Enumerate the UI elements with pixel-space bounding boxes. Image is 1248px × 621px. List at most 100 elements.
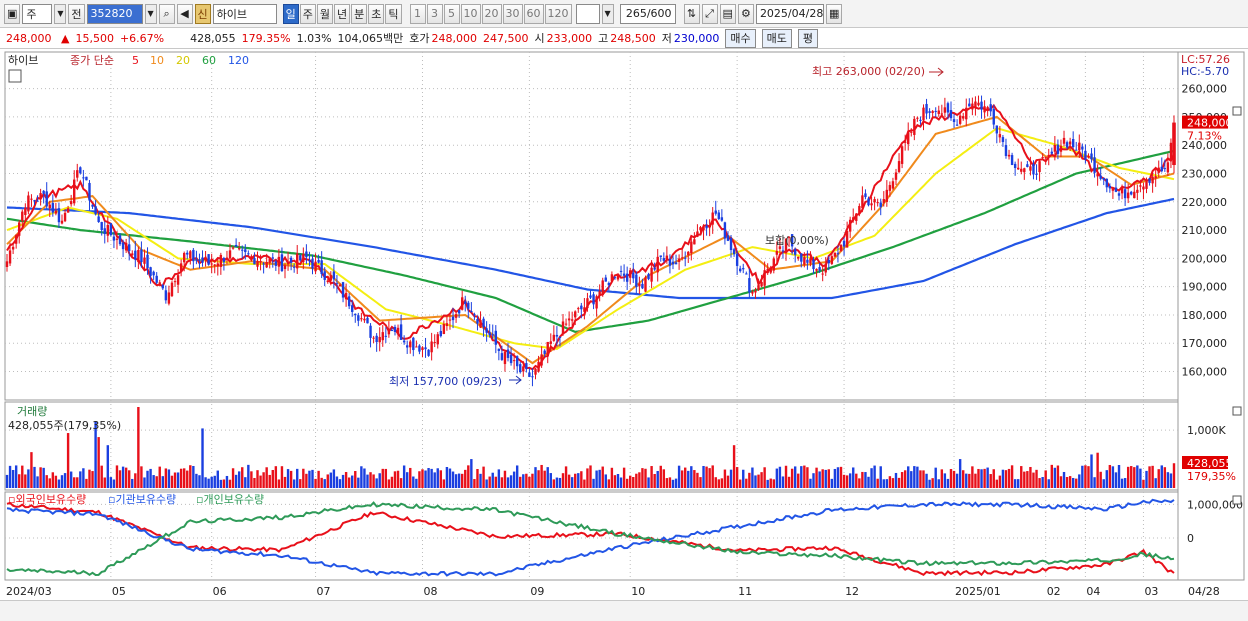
calendar-icon[interactable]: ▦: [825, 3, 843, 24]
code-dropdown-icon[interactable]: ▼: [144, 3, 157, 24]
candle-body: [454, 314, 458, 318]
volume-bar: [745, 478, 748, 488]
candle-body: [213, 264, 216, 266]
period-tab-5[interactable]: 초: [368, 3, 385, 24]
chart-tools-icon[interactable]: ⇅: [683, 3, 700, 24]
candle-body: [855, 213, 858, 221]
volume-bar: [1166, 472, 1170, 488]
candle-body: [118, 235, 122, 245]
volume-bar: [577, 473, 580, 488]
volume-bar: [51, 472, 55, 488]
candle-body: [182, 252, 186, 263]
candle-body: [702, 226, 705, 231]
prev-button[interactable]: 전: [68, 3, 85, 24]
buy-button[interactable]: 매수: [725, 28, 756, 48]
volume-bar: [259, 475, 262, 488]
count-field[interactable]: 265/600: [619, 3, 676, 24]
draw-icon[interactable]: ⤢: [701, 3, 718, 24]
candle-body: [360, 318, 363, 320]
candle-body: [1133, 191, 1136, 199]
candle-body: [357, 315, 360, 321]
interval-button-5[interactable]: 5: [443, 3, 460, 24]
volume-bar: [360, 466, 363, 488]
stock-code-input[interactable]: 352820: [86, 3, 143, 24]
scroll-bar[interactable]: [0, 600, 1248, 621]
ma-line-10: [6, 115, 1175, 365]
volume-bar: [943, 473, 947, 488]
volume-bar: [1053, 467, 1057, 488]
interval-dropdown-icon[interactable]: ▼: [601, 3, 614, 24]
volume-bar: [73, 477, 76, 488]
candle-body: [1169, 142, 1173, 161]
ma-line-60: [6, 149, 1175, 334]
candle-body: [1044, 157, 1047, 159]
interval-button-30[interactable]: 30: [502, 3, 523, 24]
volume-bar: [213, 475, 216, 488]
candle-body: [109, 223, 113, 236]
candle-body: [971, 103, 974, 110]
period-select[interactable]: 주: [22, 3, 53, 24]
volume-bar: [833, 468, 837, 488]
candle-body: [415, 346, 418, 348]
volume-bar: [864, 472, 867, 488]
candle-body: [760, 281, 763, 287]
low-price: 230,000: [673, 31, 720, 45]
candle-body: [445, 323, 449, 327]
interval-custom[interactable]: [575, 3, 600, 24]
gear-icon[interactable]: ⚙: [737, 3, 754, 24]
eval-button[interactable]: 평: [797, 28, 819, 48]
period-tab-6[interactable]: 틱: [385, 3, 402, 24]
volume-bar: [824, 469, 827, 488]
volume-bar: [286, 469, 290, 488]
volume-bar: [344, 472, 348, 488]
volume-bar: [332, 469, 336, 488]
layout-icon[interactable]: ▣: [4, 3, 21, 24]
sell-button[interactable]: 매도: [761, 28, 792, 48]
period-tab-3[interactable]: 년: [334, 3, 351, 24]
bid2: 247,500: [483, 31, 529, 45]
chevron-down-icon[interactable]: ▼: [54, 3, 67, 24]
date-input[interactable]: 2025/04/28: [755, 3, 824, 24]
search-icon[interactable]: ⌕: [158, 3, 175, 24]
candle-body: [833, 252, 837, 257]
interval-button-10[interactable]: 10: [460, 3, 481, 24]
volume-value-label: 428,055주(179,35%): [8, 419, 121, 432]
candle-body: [1090, 153, 1093, 160]
save-icon[interactable]: ▤: [719, 3, 736, 24]
volume-bar: [1041, 477, 1044, 488]
volume-bar: [390, 476, 394, 488]
candle-body: [525, 363, 528, 369]
volume-bar: [925, 473, 928, 488]
candle-body: [958, 115, 962, 124]
volume-bar: [134, 473, 137, 488]
candle-body: [396, 327, 400, 335]
volume-bar: [436, 468, 439, 488]
candle-body: [42, 190, 45, 194]
interval-button-1[interactable]: 1: [409, 3, 426, 24]
period-tab-2[interactable]: 월: [316, 3, 334, 24]
volume-bar: [781, 476, 785, 488]
candle-body: [803, 257, 806, 265]
stock-chart[interactable]: 160,000 170,000 180,000 190,000 200,000 210,0…: [0, 50, 1248, 600]
interval-button-120[interactable]: 120: [544, 3, 572, 24]
candle-body: [63, 212, 67, 222]
candle-body: [11, 246, 15, 250]
volume-bar: [797, 473, 800, 488]
volume-bar: [995, 479, 999, 488]
volume-bar: [699, 477, 702, 488]
period-tab-4[interactable]: 분: [351, 3, 368, 24]
chart-title: 하이브: [8, 53, 38, 67]
candle-body: [338, 284, 342, 287]
candle-body: [696, 231, 699, 237]
volume-bar: [54, 475, 58, 488]
period-tab-1[interactable]: 주: [299, 3, 316, 24]
interval-button-60[interactable]: 60: [523, 3, 544, 24]
interval-button-20[interactable]: 20: [481, 3, 502, 24]
speaker-icon[interactable]: ◀: [176, 3, 193, 24]
candle-body: [36, 200, 39, 202]
interval-button-3[interactable]: 3: [426, 3, 443, 24]
volume-bar: [1111, 466, 1115, 488]
period-tab-0[interactable]: 일: [282, 3, 299, 24]
candle-body: [815, 268, 818, 271]
candle-body: [299, 255, 302, 261]
